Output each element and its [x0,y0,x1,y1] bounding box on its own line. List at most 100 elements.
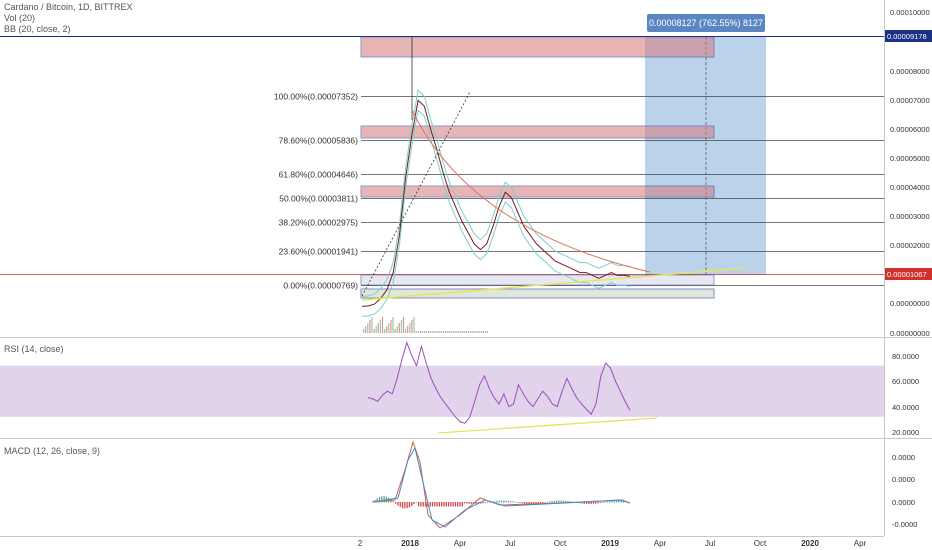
macd-histogram-bar [567,500,569,503]
price-axis-tick: 0.00000000 [890,299,930,308]
macd-histogram-bar [549,501,551,503]
chart-legend: Cardano / Bitcoin, 1D, BITTREX Vol (20) … [4,2,133,35]
fib-level-label: 100.00%(0.00007352) [274,92,358,102]
volume-bar [365,326,367,333]
time-axis-tick: Apr [854,539,867,548]
macd-histogram-bar [466,502,468,504]
volume-bar [470,331,472,333]
volume-bar [432,331,434,333]
volume-bar [415,331,417,333]
macd-histogram-bar [489,501,491,503]
macd-histogram-bar [445,502,447,507]
time-axis-tick: Oct [754,539,767,548]
macd-histogram-bar [438,502,440,507]
projection-label: 0.00008127 (762.55%) 8127 [649,18,763,28]
macd-histogram-bar [613,500,615,503]
macd-histogram-bar [376,498,378,503]
price-axis-tick: 0.00007000 [890,96,930,105]
time-axis-tick: Apr [654,539,667,548]
macd-histogram-bar [429,502,431,507]
macd-axis-tick: 0.0000 [892,498,915,507]
macd-histogram-bar [434,502,436,507]
price-axis-tick: 0.00002000 [890,241,930,250]
time-axis-tick: Oct [554,539,567,548]
macd-axis-tick: -0.0000 [892,520,917,529]
macd-histogram-bar [597,502,599,504]
macd-histogram-bar [516,502,519,503]
macd-histogram-bar [537,502,539,504]
macd-histogram-bar [599,502,601,504]
projection-box [645,37,766,275]
bollinger-lower-line [361,109,631,317]
volume-bar [461,331,463,333]
macd-histogram-bar [565,500,567,503]
macd-histogram-bar [611,500,613,503]
macd-histogram-bar [620,500,622,503]
macd-histogram-bar [615,500,618,503]
support-zone-box [360,274,715,286]
macd-histogram-bar [390,499,392,503]
macd-histogram-bar [530,502,532,504]
time-axis-tick: 2018 [401,539,419,548]
macd-histogram-bar [507,500,509,503]
fib-level-label: 78.60%(0.00005836) [279,136,359,146]
macd-legend: MACD (12, 26, close, 9) [4,446,100,457]
rsi-axis-tick: 20.0000 [892,428,919,437]
macd-histogram-bar [558,500,560,503]
fib-level-label: 0.00%(0.00000769) [283,281,358,291]
macd-histogram-bar [475,502,477,504]
macd-histogram-bar [505,500,507,503]
macd-histogram-bar [452,502,454,507]
macd-histogram-bar [408,502,411,508]
fib-level-label: 50.00%(0.00003811) [279,194,358,204]
macd-histogram-bar [556,500,558,503]
volume-bar [455,331,457,333]
last-price-tag-label: 0.00001067 [887,270,927,279]
macd-histogram-bar [560,500,562,503]
time-axis-tick: Jul [505,539,515,548]
macd-histogram-bar [450,502,452,507]
macd-histogram-bar [468,502,470,504]
macd-histogram-bar [404,502,406,509]
volume-bar [381,317,384,333]
volume-bar [476,331,478,333]
macd-histogram-bar [553,500,555,503]
volume-label: Vol (20) [4,13,36,23]
volume-bar [392,317,394,333]
macd-histogram-bar [526,502,528,504]
macd-histogram-bar [441,502,443,507]
macd-histogram-bar [523,502,526,504]
volume-bar [386,326,388,333]
volume-bar [369,320,371,333]
volume-bar [457,331,459,333]
macd-histogram-bar [459,502,461,507]
macd-histogram-bar [498,500,500,503]
macd-histogram-bar [482,502,484,504]
macd-histogram-bar [447,502,450,507]
volume-bar [465,331,468,333]
volume-bar [367,323,369,333]
time-axis-tick: Jul [705,539,715,548]
volume-bar [486,331,489,333]
price-axis-tick: 0.00006000 [890,125,930,134]
rsi-band [0,365,884,417]
volume-bar [411,320,413,333]
volume-bar [430,331,432,333]
macd-histogram-bar [544,502,546,503]
fib-level-label: 38.20%(0.00002975) [279,218,359,228]
volume-bar [394,329,396,333]
macd-histogram-bar [406,502,408,509]
fib-level-label: 61.80%(0.00004646) [279,170,359,180]
volume-bar [398,323,400,333]
top-price-tag [885,30,932,42]
volume-bar [388,323,390,333]
volume-bar [484,331,486,333]
macd-histogram-bar [622,500,624,503]
rsi-axis-tick: 60.0000 [892,377,919,386]
volume-bar [405,329,407,333]
macd-histogram-bar [493,501,496,503]
macd-histogram-bar [510,501,512,503]
macd-histogram-bar [528,502,530,504]
bollinger-label: BB (20, close, 2) [4,24,71,34]
